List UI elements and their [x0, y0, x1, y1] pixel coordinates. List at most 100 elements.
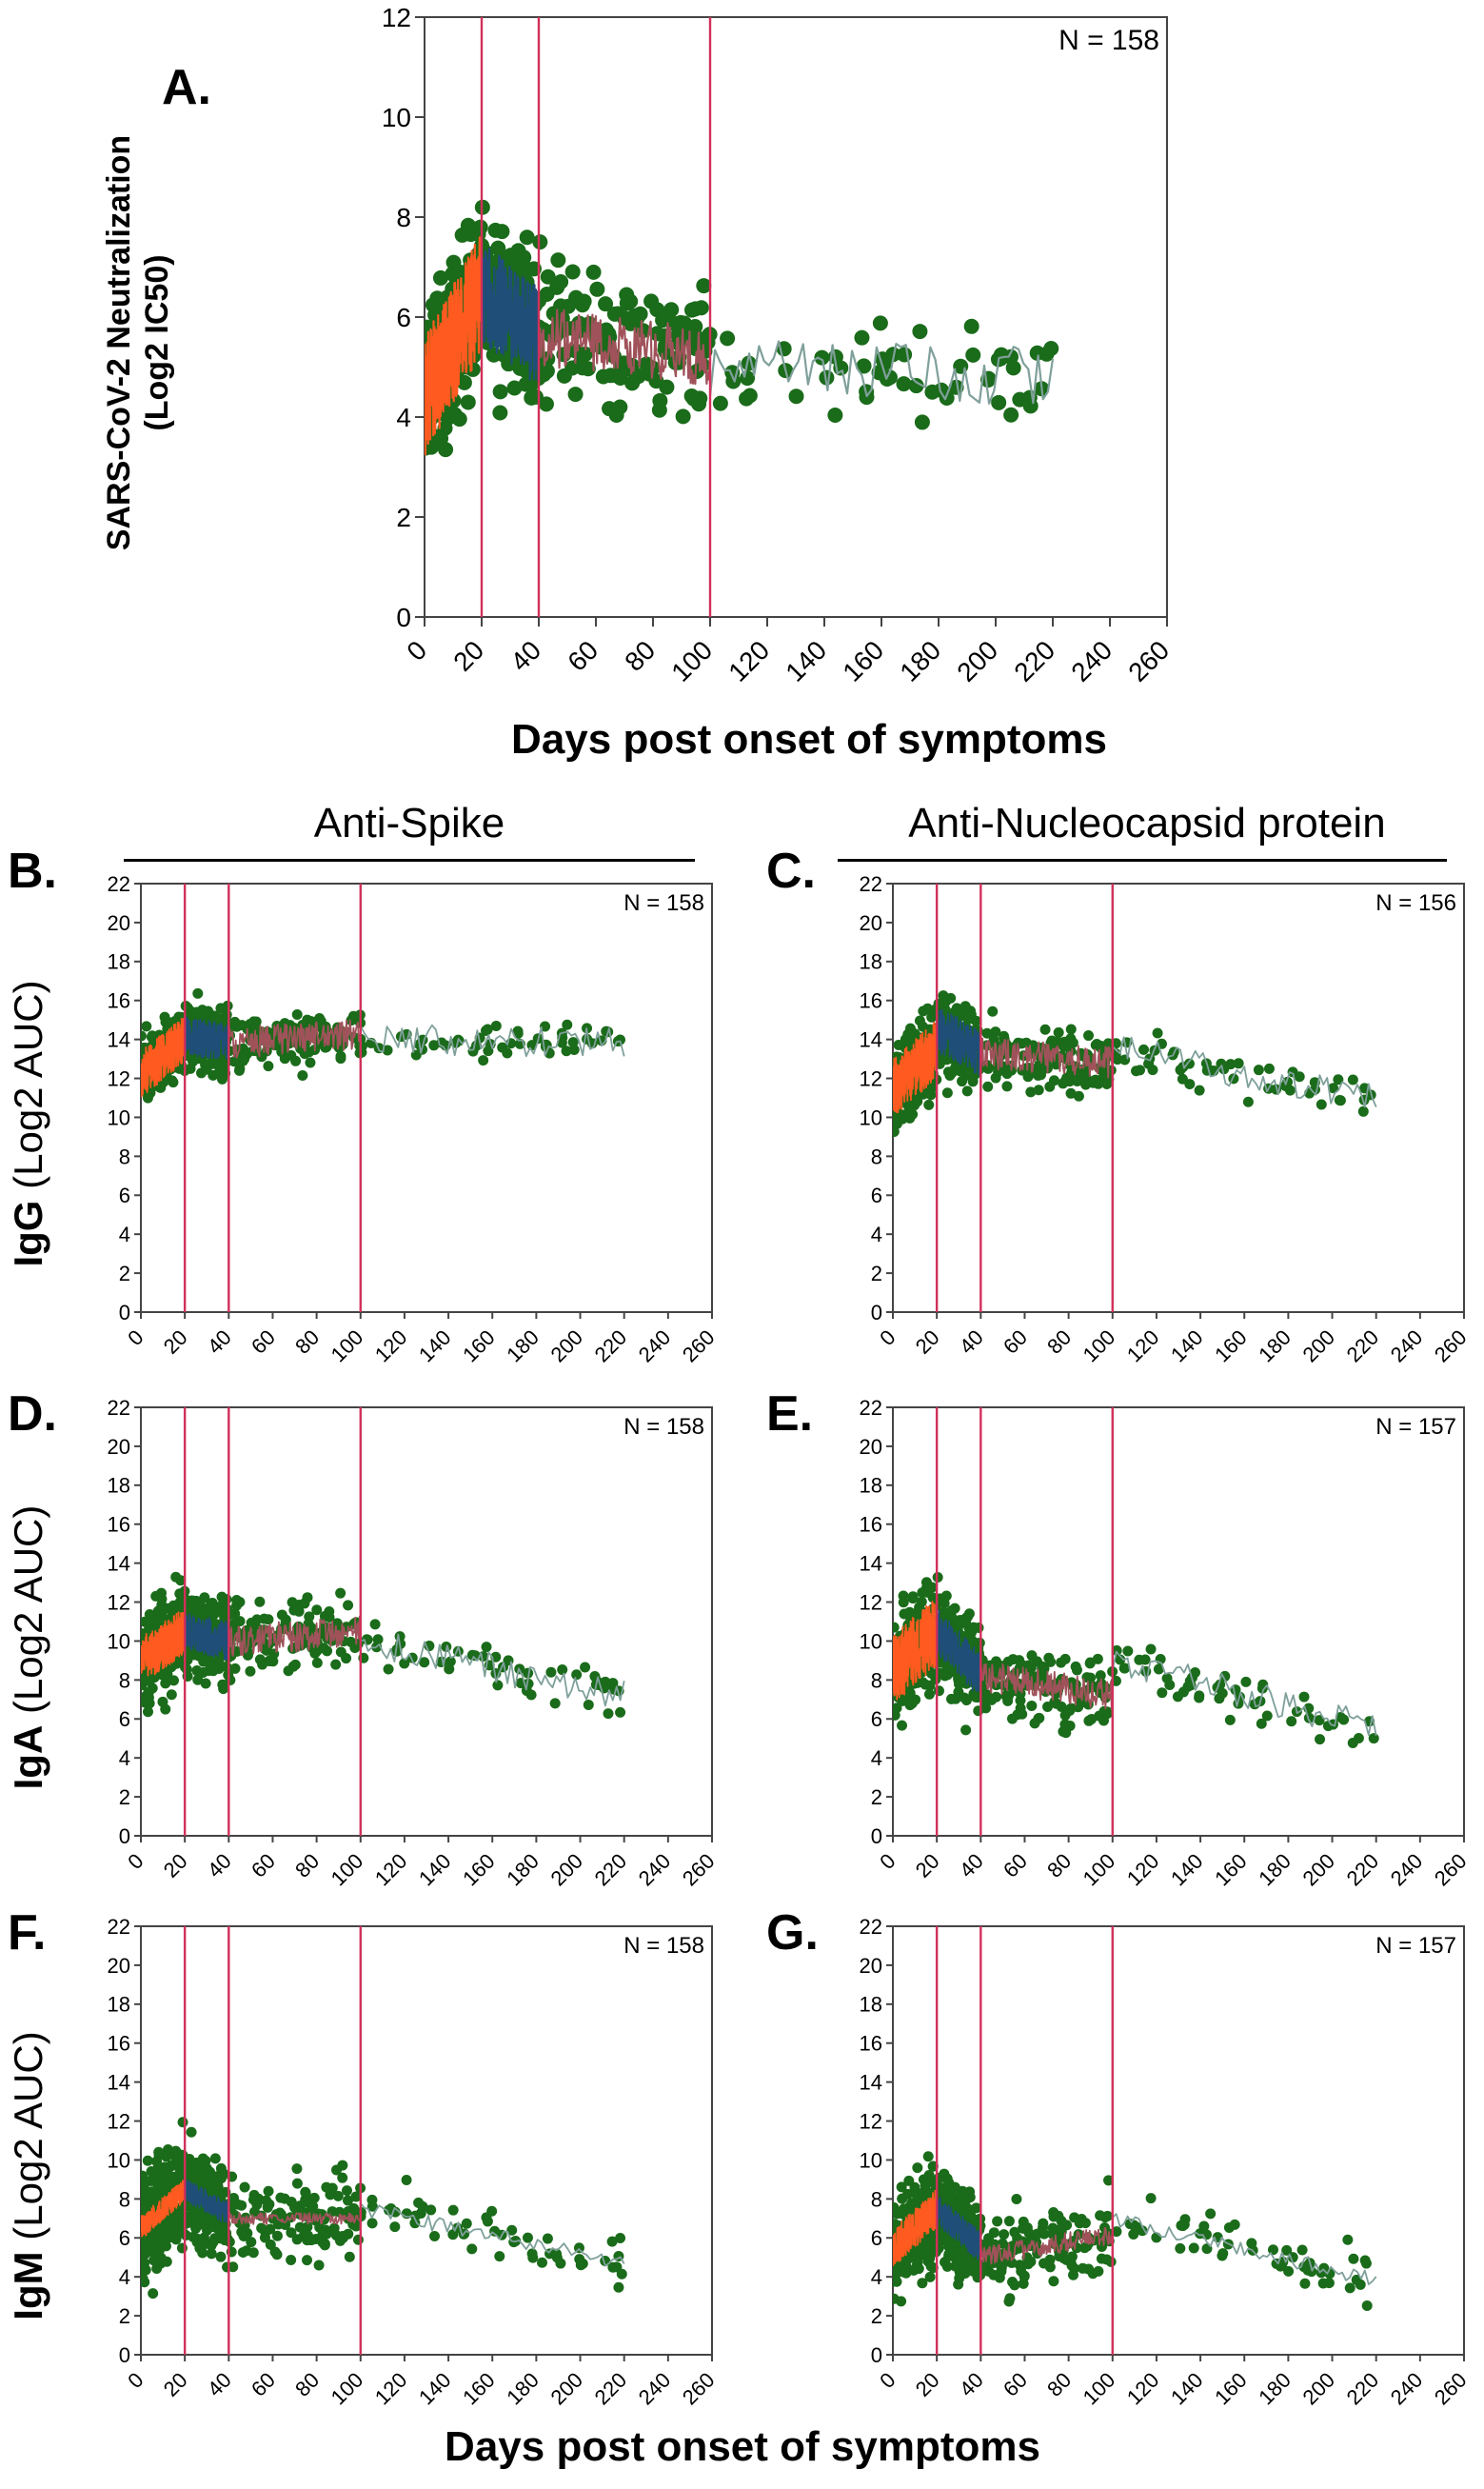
- data-point-d-215: [156, 1669, 168, 1681]
- y-axis-label-igm-isotype: IgM: [6, 2251, 50, 2320]
- data-point-d-148: [144, 1609, 155, 1621]
- y-tick-label-d-10: 10: [108, 1629, 130, 1653]
- data-point-a-172: [440, 410, 456, 427]
- data-point-a-579: [1029, 345, 1045, 361]
- data-point-f-177: [148, 2288, 159, 2300]
- data-point-f-235: [152, 2161, 164, 2173]
- x-tick-label-c-100: 100: [1078, 1325, 1120, 1367]
- y-tick-label-e-10: 10: [860, 1629, 882, 1653]
- x-tick-label-f-80: 80: [290, 2368, 324, 2401]
- data-point-e-340: [960, 1616, 972, 1627]
- data-point-a-484: [608, 407, 624, 423]
- data-point-a-586: [965, 347, 981, 363]
- data-point-f-493: [238, 2230, 249, 2241]
- data-point-b-140: [146, 1031, 157, 1043]
- x-axis-label-top: Days post onset of symptoms: [511, 716, 1107, 763]
- data-point-f-560: [616, 2268, 627, 2280]
- y-tick-label-c-14: 14: [860, 1028, 882, 1052]
- data-point-g-536: [1068, 2269, 1079, 2280]
- data-point-b-155: [141, 1030, 147, 1042]
- data-point-a-576: [872, 315, 888, 331]
- data-point-a-487: [601, 326, 617, 342]
- data-point-f-462: [352, 2234, 364, 2245]
- x-tick-label-e-60: 60: [999, 1849, 1032, 1882]
- data-point-b-408: [191, 1006, 203, 1018]
- y-tick-label-g-6: 6: [871, 2226, 882, 2250]
- y-axis-label-a: SARS-CoV-2 Neutralization (Log2 IC50): [100, 105, 186, 581]
- y-tick-label-d-2: 2: [119, 1785, 130, 1809]
- data-point-b-492: [248, 1016, 260, 1027]
- y-tick-label-c-4: 4: [871, 1223, 882, 1246]
- data-point-a-511: [619, 295, 635, 311]
- data-point-a-554: [720, 330, 736, 347]
- data-point-c-281: [941, 1087, 953, 1099]
- data-point-a-456: [536, 367, 552, 383]
- data-point-g-568: [1355, 2279, 1366, 2290]
- data-point-e-585: [1286, 1716, 1297, 1727]
- data-point-f-559: [613, 2281, 624, 2293]
- plot-frame-e: [892, 1406, 1465, 1837]
- data-point-c-531: [982, 1081, 994, 1092]
- data-point-d-500: [231, 1595, 243, 1606]
- data-point-c-552: [1152, 1027, 1163, 1039]
- data-point-b-569: [567, 1037, 579, 1048]
- data-point-b-554: [490, 1020, 502, 1031]
- data-point-d-187: [142, 1706, 153, 1718]
- y-tick-label-d-16: 16: [108, 1513, 130, 1537]
- y-axis-label-igm-unit: (Log2 AUC): [6, 2031, 50, 2240]
- data-point-e-594: [1347, 1738, 1358, 1749]
- data-point-e-591: [1190, 1666, 1201, 1678]
- data-point-g-530: [1066, 2251, 1078, 2262]
- y-tick-label-d-6: 6: [119, 1707, 130, 1731]
- data-point-c-576: [1328, 1083, 1339, 1094]
- y-tick-label-g-8: 8: [871, 2187, 882, 2211]
- x-tick-label-e-160: 160: [1210, 1849, 1252, 1891]
- data-point-a-591: [712, 395, 728, 411]
- data-point-g-500: [1006, 2258, 1018, 2269]
- y-tick-label-f-14: 14: [108, 2071, 130, 2095]
- data-point-f-531: [271, 2249, 283, 2260]
- y-tick-label-d-12: 12: [108, 1590, 130, 1614]
- data-point-e-164: [907, 1591, 919, 1603]
- data-point-c-436: [1073, 1090, 1084, 1102]
- data-point-d-552: [481, 1642, 492, 1653]
- data-point-f-455: [341, 2185, 352, 2197]
- x-tick-label-b-240: 240: [634, 1325, 676, 1367]
- data-point-b-407: [185, 1063, 196, 1074]
- data-point-g-129: [912, 2162, 923, 2174]
- data-point-e-583: [1217, 1687, 1228, 1699]
- y-tick-label-g-16: 16: [860, 2032, 882, 2056]
- data-point-e-587: [1194, 1692, 1205, 1703]
- data-point-g-531: [1066, 2260, 1078, 2271]
- data-point-c-518: [1059, 1076, 1071, 1087]
- data-point-b-404: [218, 1061, 229, 1072]
- data-point-f-463: [246, 2237, 257, 2248]
- y-tick-label-f-8: 8: [119, 2187, 130, 2211]
- data-point-d-576: [603, 1708, 614, 1720]
- trend-phase3-b: [228, 1019, 362, 1059]
- data-point-c-382: [954, 1007, 965, 1019]
- x-tick-label-c-140: 140: [1166, 1325, 1208, 1367]
- data-point-g-401: [943, 2178, 955, 2189]
- x-tick-label-c-80: 80: [1042, 1325, 1076, 1359]
- y-tick-label-c-0: 0: [871, 1301, 882, 1324]
- data-point-f-519: [241, 2245, 252, 2257]
- data-point-e-575: [1157, 1687, 1168, 1699]
- x-tick-label-a-40: 40: [505, 635, 546, 677]
- data-point-g-166: [927, 2160, 939, 2172]
- data-point-f-508: [291, 2178, 303, 2189]
- plot-frame-f: [140, 1925, 713, 2356]
- data-point-g-557: [1306, 2266, 1317, 2278]
- data-point-g-515: [1038, 2218, 1049, 2229]
- data-point-f-472: [344, 2251, 355, 2262]
- data-point-a-540: [991, 394, 1007, 410]
- data-point-e-547: [1368, 1733, 1379, 1744]
- data-point-a-293: [519, 229, 535, 246]
- data-point-e-478: [1059, 1719, 1071, 1730]
- data-point-b-566: [382, 1045, 393, 1056]
- data-point-g-148: [922, 2151, 934, 2162]
- x-tick-label-f-120: 120: [370, 2368, 412, 2410]
- x-tick-label-d-220: 220: [590, 1849, 632, 1891]
- x-axis-label-bottom: Days post onset of symptoms: [445, 2423, 1040, 2470]
- data-point-c-584: [1335, 1095, 1346, 1106]
